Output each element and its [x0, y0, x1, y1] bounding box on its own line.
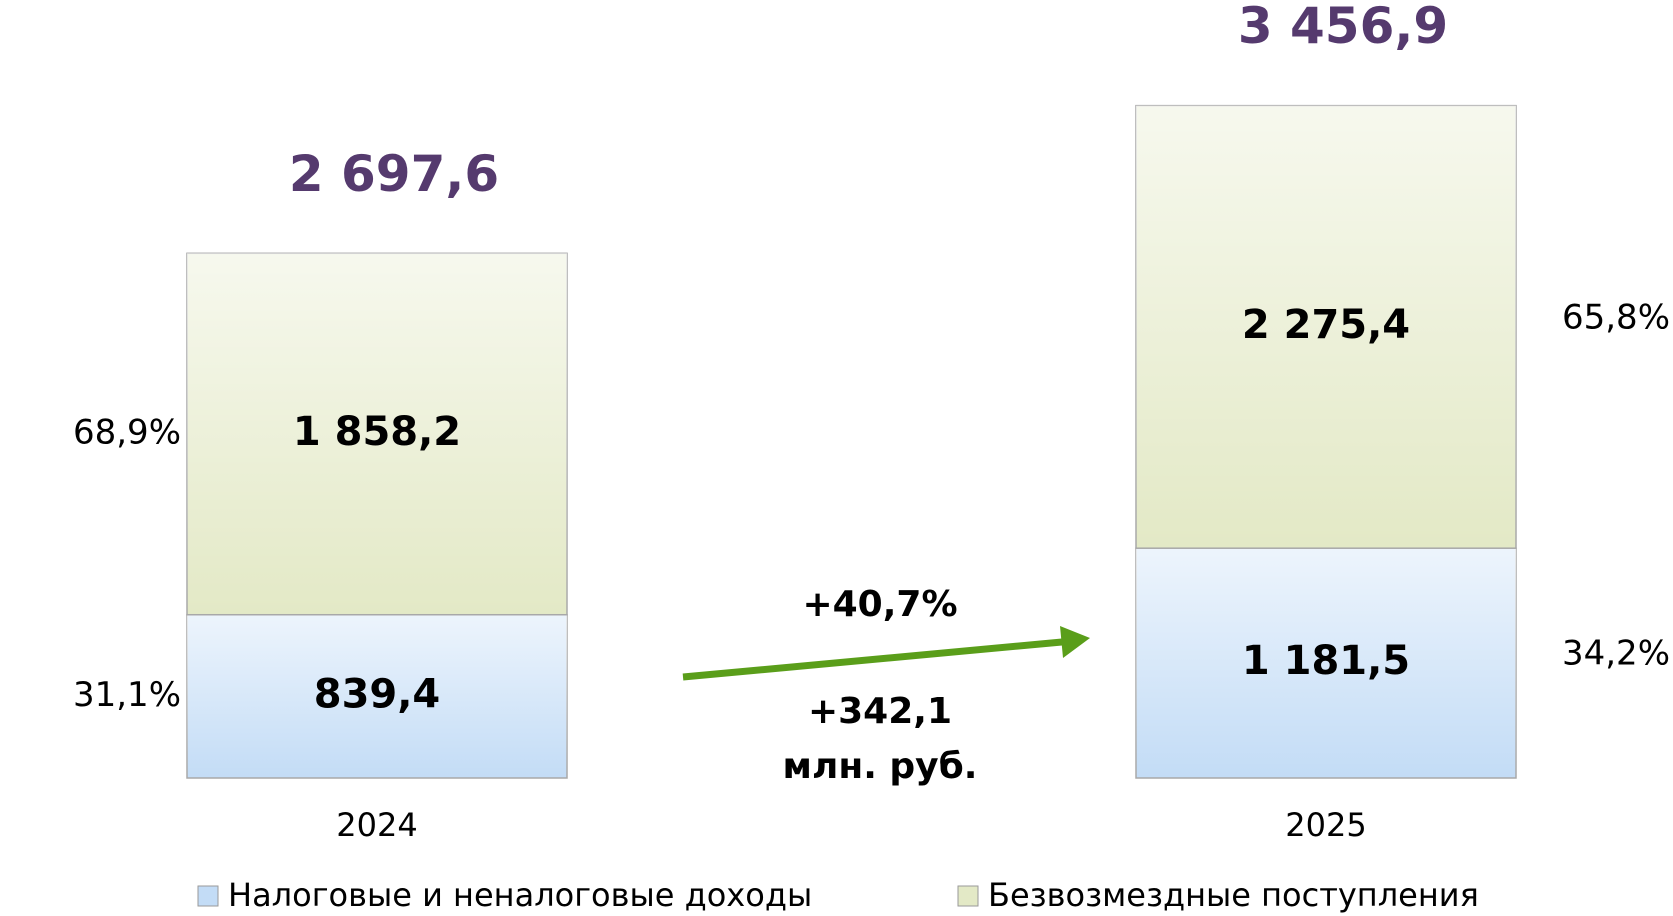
value-label: 1 858,2 [293, 409, 461, 455]
value-label: 839,4 [314, 671, 441, 717]
legend-swatch [197, 885, 219, 907]
share-label: 34,2% [1562, 634, 1670, 674]
x-tick-label: 2025 [1285, 806, 1366, 844]
growth-amount: +342,1 [808, 691, 952, 732]
growth-arrow [682, 638, 1063, 681]
share-label: 31,1% [73, 675, 181, 715]
value-label: 2 275,4 [1242, 302, 1410, 348]
total-label: 3 456,9 [1238, 0, 1448, 55]
legend-swatch [957, 885, 979, 907]
share-label: 68,9% [73, 413, 181, 453]
arrow-head [1060, 626, 1090, 658]
bar-shine [1136, 548, 1516, 778]
legend-label: Безвозмездные поступления [988, 876, 1479, 914]
x-tick-label: 2024 [336, 806, 417, 844]
growth-unit: млн. руб. [783, 746, 978, 787]
bar-shine [187, 614, 567, 778]
bar-shine [187, 253, 567, 615]
share-label: 65,8% [1562, 297, 1670, 337]
bar-shine [1136, 105, 1516, 549]
growth-percent: +40,7% [802, 584, 957, 625]
legend-label: Налоговые и неналоговые доходы [228, 876, 812, 914]
total-label: 2 697,6 [289, 145, 499, 203]
value-label: 1 181,5 [1242, 638, 1410, 684]
